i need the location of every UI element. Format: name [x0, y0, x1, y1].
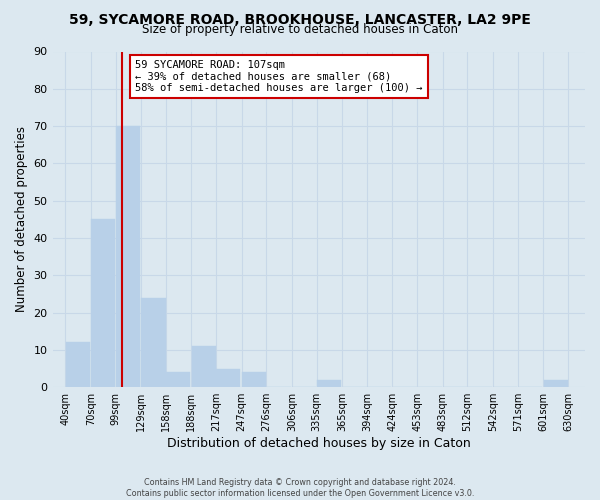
Bar: [166, 372, 190, 387]
Bar: [317, 380, 341, 387]
Bar: [242, 372, 266, 387]
Text: Contains HM Land Registry data © Crown copyright and database right 2024.
Contai: Contains HM Land Registry data © Crown c…: [126, 478, 474, 498]
Text: Size of property relative to detached houses in Caton: Size of property relative to detached ho…: [142, 22, 458, 36]
Bar: [91, 220, 115, 387]
Bar: [544, 380, 568, 387]
Text: 59 SYCAMORE ROAD: 107sqm
← 39% of detached houses are smaller (68)
58% of semi-d: 59 SYCAMORE ROAD: 107sqm ← 39% of detach…: [135, 60, 422, 93]
Bar: [65, 342, 89, 387]
Text: 59, SYCAMORE ROAD, BROOKHOUSE, LANCASTER, LA2 9PE: 59, SYCAMORE ROAD, BROOKHOUSE, LANCASTER…: [69, 12, 531, 26]
Y-axis label: Number of detached properties: Number of detached properties: [15, 126, 28, 312]
Bar: [116, 126, 140, 387]
Bar: [217, 368, 241, 387]
Bar: [142, 298, 166, 387]
Bar: [192, 346, 216, 387]
X-axis label: Distribution of detached houses by size in Caton: Distribution of detached houses by size …: [167, 437, 470, 450]
